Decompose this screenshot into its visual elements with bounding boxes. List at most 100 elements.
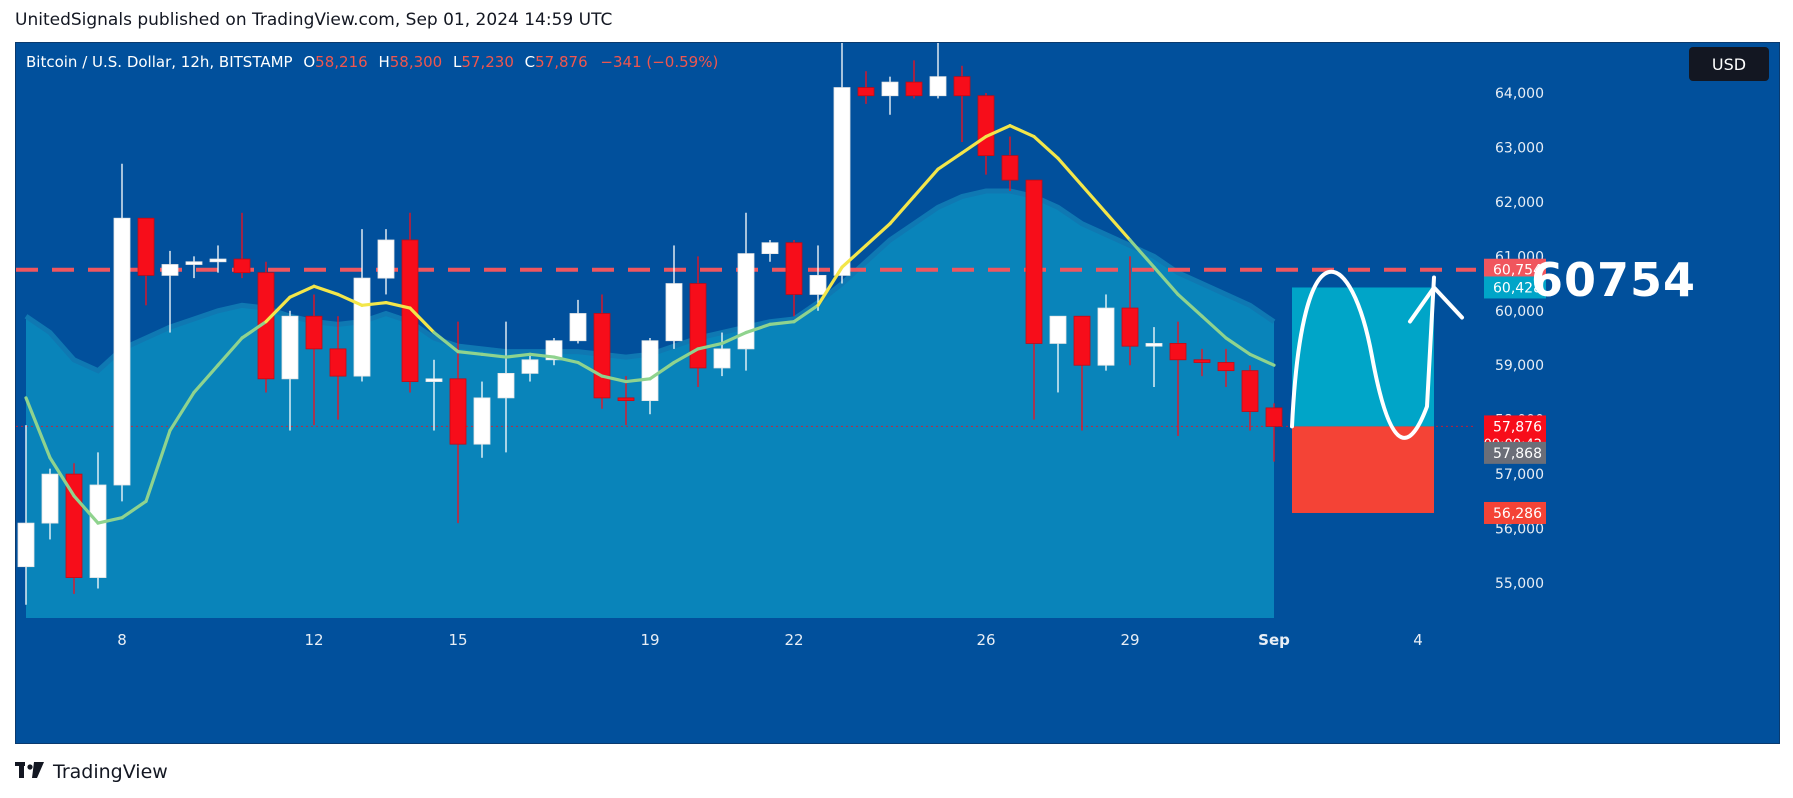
price-label: 60,754 (1484, 258, 1546, 281)
candlestick-chart[interactable]: 55,00056,00057,00058,00059,00060,00061,0… (16, 43, 1779, 743)
fast-ma-segment (864, 222, 892, 248)
candle-body (401, 239, 419, 382)
candle-body (641, 340, 659, 402)
candle[interactable] (1073, 315, 1091, 431)
candle-body (1193, 359, 1211, 363)
candle[interactable] (833, 43, 851, 284)
price-label: 57,868 (1484, 441, 1546, 464)
candle[interactable] (689, 256, 707, 387)
candle-body (857, 87, 875, 97)
candle[interactable] (1121, 256, 1139, 366)
candle[interactable] (41, 468, 59, 540)
candle[interactable] (377, 229, 395, 295)
candle[interactable] (401, 212, 419, 393)
candle-body (89, 484, 107, 578)
moving-average-layer (24, 124, 1276, 525)
candle[interactable] (641, 338, 659, 415)
candle[interactable] (665, 245, 683, 349)
price-label-bg (1484, 501, 1546, 524)
candle-body (1121, 307, 1139, 347)
candle[interactable] (1001, 136, 1019, 191)
candle-body (185, 261, 203, 265)
candle-body (281, 315, 299, 380)
candle[interactable] (521, 354, 539, 382)
candle[interactable] (929, 43, 947, 99)
stop-zone-box[interactable] (1292, 426, 1434, 513)
price-label-text: 60,428 (1493, 280, 1542, 296)
footer-brand: TradingView (53, 761, 168, 783)
legend-low-label: L (453, 53, 462, 71)
candle[interactable] (1217, 348, 1235, 387)
candle[interactable] (1025, 179, 1043, 420)
price-tick-label: 63,000 (1495, 140, 1544, 156)
candle[interactable] (809, 245, 827, 311)
candle[interactable] (161, 250, 179, 333)
candle-body (1001, 155, 1019, 181)
candle[interactable] (449, 321, 467, 524)
candle[interactable] (473, 381, 491, 458)
candle[interactable] (737, 212, 755, 371)
candle[interactable] (17, 425, 35, 605)
candle[interactable] (233, 212, 251, 279)
fast-ma-segment (432, 330, 460, 354)
footer-branding: TradingView (15, 760, 168, 784)
candle-body (377, 239, 395, 279)
candle[interactable] (89, 452, 107, 589)
candle[interactable] (569, 299, 587, 344)
price-label-text: 57,876 (1493, 419, 1542, 435)
candle-body (953, 76, 971, 97)
candle[interactable] (425, 359, 443, 431)
candle[interactable] (881, 76, 899, 115)
fast-ma-segment (456, 350, 484, 356)
candle-body (425, 378, 443, 382)
price-label: 60,428 (1484, 276, 1546, 299)
fast-ma-segment (984, 124, 1012, 139)
candle[interactable] (497, 321, 515, 453)
fast-ma-segment (696, 341, 724, 351)
fast-ma-segment (264, 295, 292, 324)
fast-ma-segment (624, 377, 652, 384)
currency-button[interactable]: USD (1689, 47, 1769, 81)
fast-ma-segment (648, 360, 676, 381)
candle-body (1049, 315, 1067, 344)
chart-pane[interactable]: 55,00056,00057,00058,00059,00060,00061,0… (15, 42, 1780, 744)
price-tick-label: 59,000 (1495, 358, 1544, 374)
candle[interactable] (713, 332, 731, 377)
fast-ma-segment (48, 456, 76, 498)
candle[interactable] (905, 60, 923, 99)
candle[interactable] (1265, 403, 1283, 462)
candle[interactable] (593, 294, 611, 409)
candle[interactable] (1169, 321, 1187, 436)
legend-open-label: O (303, 53, 316, 71)
tradingview-logo-icon (15, 760, 45, 784)
candle[interactable] (1193, 348, 1211, 377)
candle[interactable] (1097, 294, 1115, 371)
fast-ma-segment (240, 320, 268, 340)
candle[interactable] (617, 376, 635, 426)
candle[interactable] (785, 240, 803, 317)
candle-body (497, 372, 515, 399)
fast-ma-segment (1248, 352, 1276, 367)
candle[interactable] (281, 310, 299, 431)
candle[interactable] (1241, 365, 1259, 431)
grid-layer (16, 425, 1476, 743)
time-tick-label: 26 (976, 631, 995, 649)
candle[interactable] (185, 256, 203, 279)
candle-body (353, 277, 371, 377)
candle[interactable] (209, 245, 227, 273)
candle-body (1241, 370, 1259, 412)
candle[interactable] (857, 71, 875, 104)
candle[interactable] (65, 463, 83, 594)
candle[interactable] (329, 316, 347, 420)
target-zone-box[interactable] (1292, 287, 1434, 427)
fast-ma-segment (1080, 183, 1108, 215)
candle[interactable] (137, 217, 155, 306)
candle[interactable] (113, 163, 131, 502)
candle[interactable] (305, 294, 323, 426)
candle-body (665, 283, 683, 342)
fast-ma-segment (216, 336, 244, 367)
candle[interactable] (953, 65, 971, 142)
candle[interactable] (761, 240, 779, 262)
candle[interactable] (1145, 327, 1163, 387)
candle[interactable] (1049, 315, 1067, 393)
